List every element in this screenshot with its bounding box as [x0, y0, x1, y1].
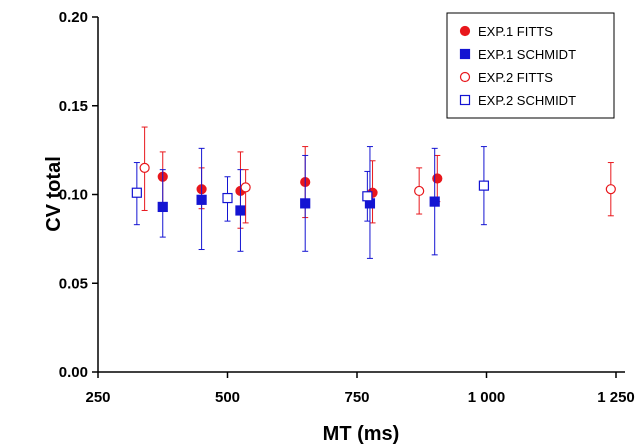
x-tick-label: 500 [215, 389, 240, 406]
legend: EXP.1 FITTS EXP.1 SCHMIDT EXP.2 FITTS EXP.2… [446, 12, 615, 119]
y-tick-label: 0.00 [59, 364, 88, 381]
data-point [605, 184, 616, 195]
data-point [131, 187, 142, 198]
data-point [362, 191, 373, 202]
legend-marker [459, 25, 471, 37]
data-point [222, 192, 233, 204]
data-point [432, 173, 443, 184]
series-layer [131, 126, 616, 259]
series-3 [131, 146, 490, 226]
x-tick-label: 250 [85, 389, 110, 406]
series-0 [157, 146, 443, 229]
series-2 [139, 126, 616, 224]
legend-marker [459, 48, 471, 60]
y-tick-label: 0.10 [59, 187, 88, 204]
x-tick-label: 1 000 [468, 389, 506, 406]
data-point [478, 180, 490, 191]
x-tick-label: 1 250 [597, 389, 635, 406]
data-point [240, 182, 251, 193]
legend-label: EXP.1 FITTS [478, 24, 553, 39]
y-axis-title: CV total [43, 156, 65, 232]
data-point [235, 205, 246, 216]
legend-marker [459, 94, 471, 106]
y-tick-label: 0.05 [59, 275, 88, 292]
legend-label: EXP.2 SCHMIDT [478, 93, 576, 108]
data-point [139, 162, 150, 173]
data-point [429, 196, 440, 207]
ticks: 0.00 0.05 0.10 0.15 0.20 250 500 750 1 000 1 250 [59, 9, 635, 406]
data-point [414, 185, 425, 197]
data-point [157, 201, 168, 213]
x-axis-title: MT (ms) [323, 423, 400, 444]
x-tick-label: 750 [344, 389, 369, 406]
data-point [196, 194, 207, 205]
y-tick-label: 0.15 [59, 98, 88, 115]
legend-marker [459, 71, 471, 83]
series-1 [157, 146, 440, 259]
y-tick-label: 0.20 [59, 9, 88, 26]
legend-box [446, 12, 615, 119]
legend-label: EXP.1 SCHMIDT [478, 47, 576, 62]
legend-label: EXP.2 FITTS [478, 70, 553, 85]
data-point [300, 198, 311, 209]
